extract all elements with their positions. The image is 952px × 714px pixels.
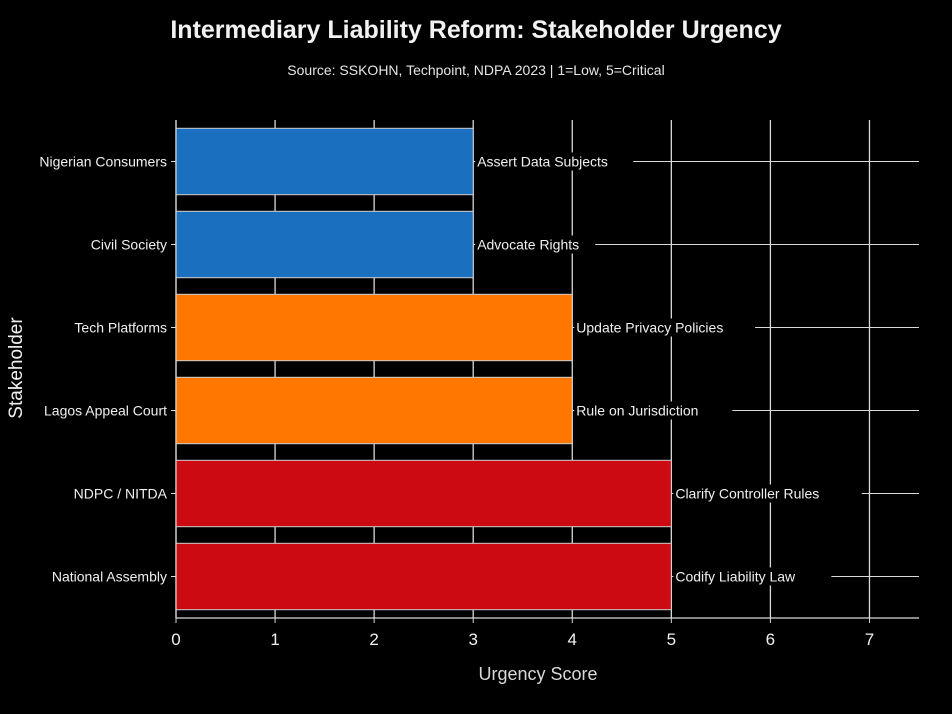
y-tick-label-2: Tech Platforms [74, 320, 167, 336]
y-tick-label-5: National Assembly [52, 569, 167, 585]
bar-1 [175, 210, 474, 279]
bar-label-bg-2 [574, 318, 756, 337]
bar-label-5: Codify Liability Law [675, 569, 796, 585]
bar-4 [175, 459, 672, 528]
x-tick-label-7: 7 [865, 630, 874, 649]
bar-label-bg-5 [673, 567, 832, 586]
bars [175, 127, 672, 611]
bar-label-3: Rule on Jurisdiction [576, 403, 698, 419]
y-tick-label-0: Nigerian Consumers [39, 154, 167, 170]
x-tick-label-2: 2 [369, 630, 378, 649]
bar-label-bg-0 [475, 152, 634, 171]
bar-label-bg-1 [475, 235, 596, 254]
x-tick-label-6: 6 [766, 630, 775, 649]
chart-title: Intermediary Liability Reform: Stakehold… [170, 16, 782, 44]
bar-labels: Assert Data Subjects Advocate Rights Updat… [475, 152, 862, 586]
x-tick-label-1: 1 [270, 630, 279, 649]
bar-5 [175, 542, 672, 611]
y-axis-ticks: Nigerian Consumers Civil Society Tech Plat… [39, 154, 176, 585]
bar-label-4: Clarify Controller Rules [675, 486, 819, 502]
y-axis-label: Stakeholder [6, 317, 27, 419]
x-axis-ticks: 0 1 2 3 4 5 6 7 [171, 618, 874, 649]
bar-label-0: Assert Data Subjects [477, 154, 608, 170]
bar-label-bg-4 [673, 484, 862, 503]
bar-3 [175, 376, 573, 445]
x-axis-label: Urgency Score [478, 664, 597, 684]
bar-label-1: Advocate Rights [477, 237, 579, 253]
bar-0 [175, 127, 474, 196]
chart-subtitle: Source: SSKOHN, Techpoint, NDPA 2023 | 1… [287, 62, 665, 78]
x-tick-label-4: 4 [568, 630, 577, 649]
x-tick-label-3: 3 [468, 630, 477, 649]
bar-2 [175, 293, 573, 362]
y-tick-label-1: Civil Society [91, 237, 167, 253]
x-tick-label-0: 0 [171, 630, 180, 649]
y-tick-label-4: NDPC / NITDA [74, 486, 168, 502]
bar-label-2: Update Privacy Policies [576, 320, 723, 336]
bar-label-bg-3 [574, 401, 733, 420]
x-tick-label-5: 5 [667, 630, 676, 649]
y-tick-label-3: Lagos Appeal Court [44, 403, 167, 419]
